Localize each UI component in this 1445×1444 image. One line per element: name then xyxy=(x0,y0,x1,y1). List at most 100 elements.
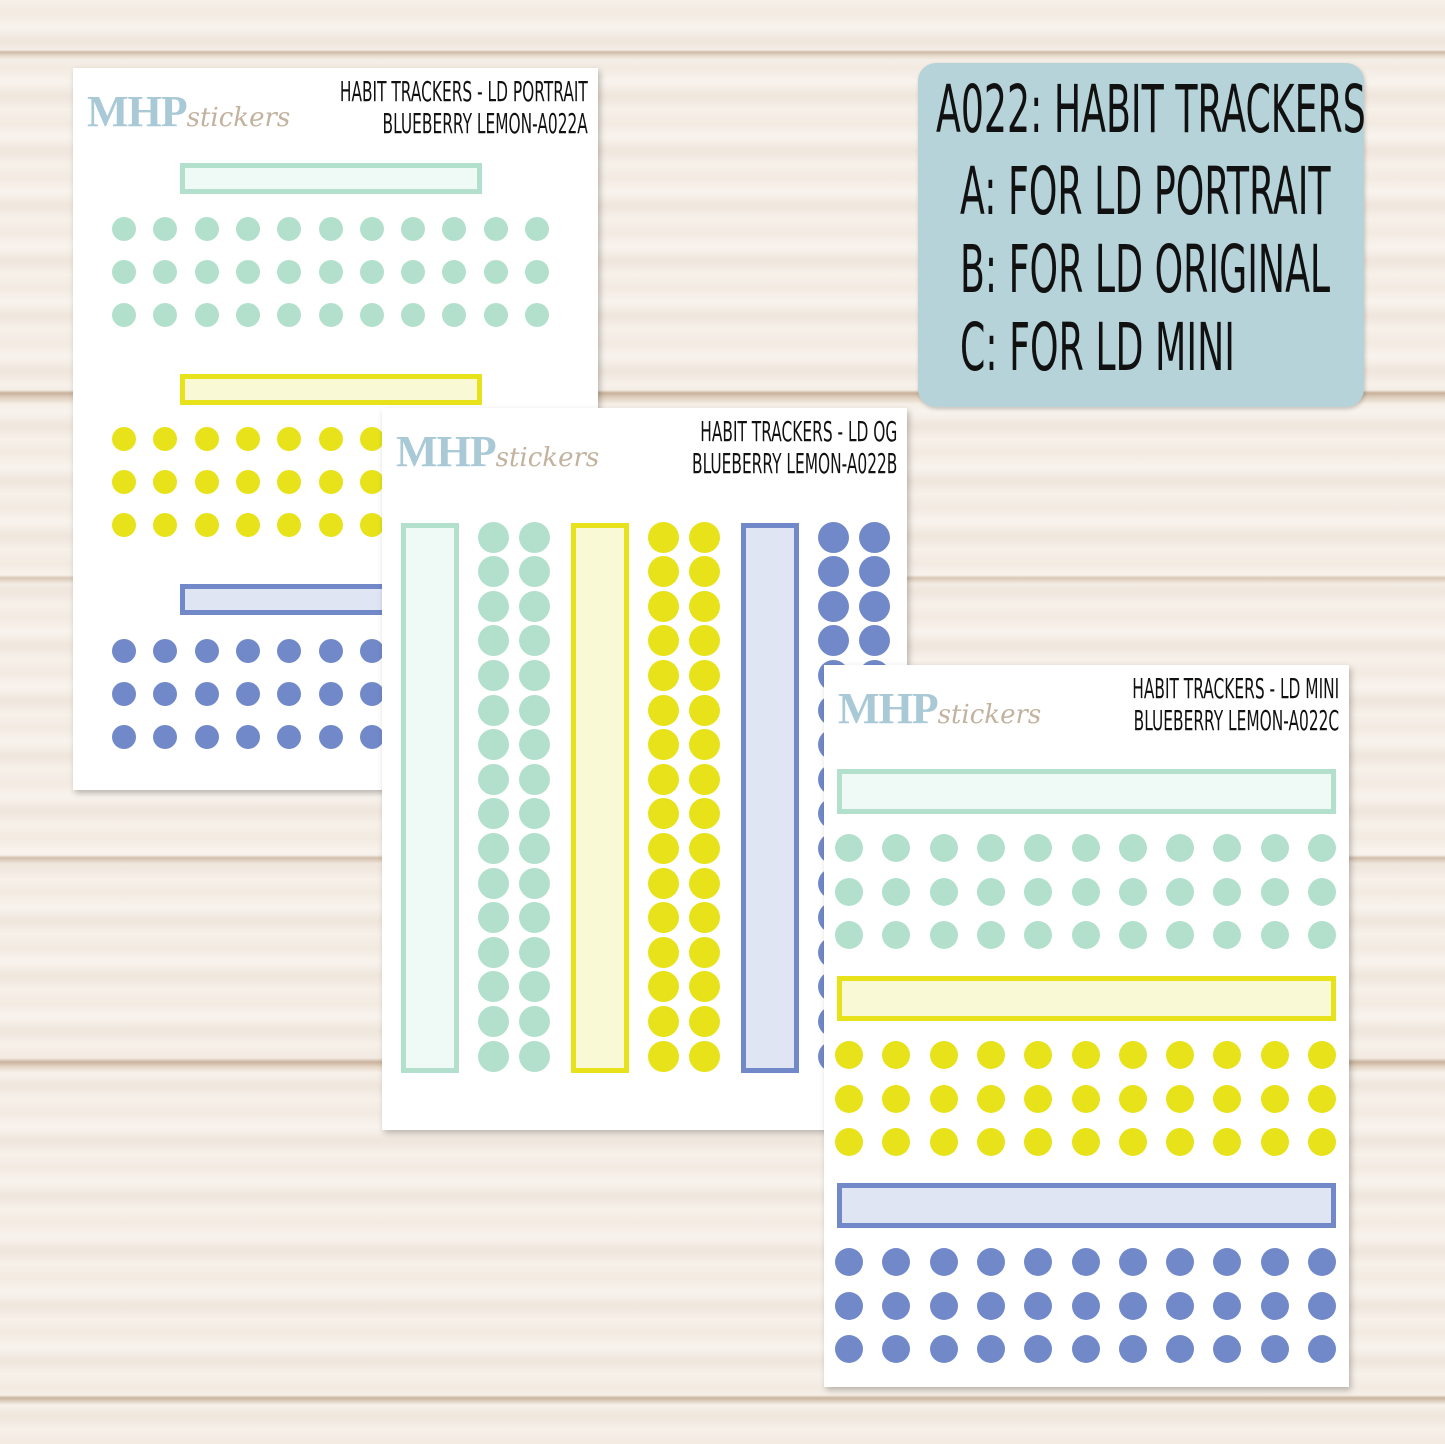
yellow-dot-sticker xyxy=(318,470,343,494)
blue-dot-sticker xyxy=(882,1291,911,1320)
yellow-dot-sticker xyxy=(1071,1041,1100,1069)
mint-dot-sticker xyxy=(518,867,550,899)
yellow-dot-sticker xyxy=(647,832,679,864)
yellow-dot-sticker xyxy=(647,867,679,899)
blue-dot-sticker xyxy=(277,725,302,749)
mint-dot-sticker xyxy=(518,625,550,657)
mint-dot-sticker xyxy=(401,260,426,284)
blue-dot-sticker xyxy=(1071,1335,1100,1363)
yellow-dot-sticker xyxy=(647,556,679,588)
mint-dot-sticker xyxy=(483,260,508,284)
mint-dot-sticker xyxy=(112,260,136,284)
yellow-dot-sticker xyxy=(688,867,720,899)
yellow-dot-sticker xyxy=(976,1041,1005,1069)
yellow-dot-sticker xyxy=(688,521,720,553)
blue-dot-sticker xyxy=(235,725,260,749)
yellow-dot-sticker xyxy=(647,763,679,795)
yellow-dot-sticker xyxy=(277,513,302,537)
mint-dot-sticker xyxy=(929,877,958,906)
sticker-sheet-a022b: MHPstickers HABIT TRACKERS - LD OG BLUEBE… xyxy=(382,408,907,1130)
blue-dot-sticker xyxy=(235,639,260,663)
yellow-dot-sticker xyxy=(688,590,720,622)
mint-dot-sticker xyxy=(477,556,509,588)
mint-dot-sticker xyxy=(1071,921,1100,949)
mint-dot-sticker xyxy=(153,260,178,284)
yellow-dot-sticker xyxy=(647,798,679,830)
blue-dot-sticker xyxy=(882,1335,911,1363)
mint-dot-sticker xyxy=(1118,834,1147,862)
yellow-tracker-bar xyxy=(571,523,629,1073)
blue-dot-sticker xyxy=(835,1335,863,1363)
mint-dot-sticker xyxy=(518,729,550,761)
mint-dot-sticker xyxy=(1260,877,1289,906)
blue-dot-sticker xyxy=(858,625,890,657)
yellow-dot-sticker xyxy=(929,1084,958,1113)
mint-dot-sticker xyxy=(882,834,911,862)
blue-tracker-bar xyxy=(741,523,799,1073)
sheet-title: HABIT TRACKERS - LD MINI xyxy=(1132,672,1339,705)
yellow-dot-sticker xyxy=(235,427,260,451)
mint-dot-sticker xyxy=(976,921,1005,949)
yellow-dot-sticker xyxy=(688,971,720,1003)
yellow-dot-sticker xyxy=(976,1084,1005,1113)
mint-dot-sticker xyxy=(153,217,178,241)
blue-dot-sticker xyxy=(858,521,890,553)
yellow-dot-sticker xyxy=(835,1041,863,1069)
yellow-tracker-bar xyxy=(837,976,1336,1021)
product-info-card: A022: HABIT TRACKERS A: FOR LD PORTRAIT … xyxy=(918,63,1366,407)
mint-dot-sticker xyxy=(835,921,863,949)
yellow-dot-sticker xyxy=(1166,1084,1195,1113)
yellow-dot-sticker xyxy=(1118,1041,1147,1069)
mint-dot-sticker xyxy=(1166,834,1195,862)
sheet-subtitle: BLUEBERRY LEMON-A022A xyxy=(382,107,588,140)
yellow-dot-sticker xyxy=(235,470,260,494)
blue-dot-sticker xyxy=(1308,1248,1336,1276)
mint-dot-sticker xyxy=(235,217,260,241)
blue-dot-sticker xyxy=(1024,1291,1053,1320)
mint-dot-sticker xyxy=(477,590,509,622)
yellow-dot-sticker xyxy=(1071,1084,1100,1113)
mint-dot-sticker xyxy=(477,1005,509,1037)
blue-dot-sticker xyxy=(858,590,890,622)
blue-dot-sticker xyxy=(858,556,890,588)
yellow-dot-sticker xyxy=(359,470,384,494)
mint-dot-sticker xyxy=(1071,877,1100,906)
yellow-dot-sticker xyxy=(277,470,302,494)
blue-dot-sticker xyxy=(1166,1291,1195,1320)
yellow-dot-sticker xyxy=(1260,1128,1289,1156)
logo-script: stickers xyxy=(937,700,1042,730)
mint-dot-sticker xyxy=(1213,921,1242,949)
info-line-b: B: FOR LD ORIGINAL xyxy=(960,231,1331,308)
mint-dot-sticker xyxy=(1071,834,1100,862)
sheet-header: HABIT TRACKERS - LD OG BLUEBERRY LEMON-A0… xyxy=(692,416,897,480)
blue-dot-sticker xyxy=(194,639,219,663)
blue-dot-sticker xyxy=(1071,1248,1100,1276)
mint-dot-sticker xyxy=(518,902,550,934)
blue-dot-sticker xyxy=(1260,1335,1289,1363)
sheet-header: HABIT TRACKERS - LD MINI BLUEBERRY LEMON-… xyxy=(1132,673,1339,737)
sheet-title: HABIT TRACKERS - LD PORTRAIT xyxy=(340,75,588,108)
blue-dot-sticker xyxy=(817,521,849,553)
yellow-dot-sticker xyxy=(1166,1041,1195,1069)
mhp-stickers-logo: MHPstickers xyxy=(87,86,290,137)
logo-text: MHP xyxy=(838,684,939,733)
blue-dot-sticker xyxy=(1024,1248,1053,1276)
blue-tracker-bar xyxy=(837,1183,1336,1228)
yellow-dot-sticker xyxy=(194,427,219,451)
blue-dot-sticker xyxy=(318,725,343,749)
mint-dot-sticker xyxy=(518,1005,550,1037)
yellow-dot-sticker xyxy=(882,1128,911,1156)
mint-dot-sticker xyxy=(477,832,509,864)
mint-dot-sticker xyxy=(401,303,426,327)
yellow-dot-sticker xyxy=(153,427,178,451)
mint-dot-sticker xyxy=(477,659,509,691)
mint-dot-sticker xyxy=(1308,921,1336,949)
mint-dot-sticker xyxy=(477,1040,509,1072)
blue-dot-sticker xyxy=(112,725,136,749)
mint-dot-sticker xyxy=(359,303,384,327)
mint-dot-sticker xyxy=(518,556,550,588)
mint-dot-sticker xyxy=(518,832,550,864)
yellow-dot-sticker xyxy=(235,513,260,537)
yellow-dot-sticker xyxy=(647,936,679,968)
yellow-dot-sticker xyxy=(688,798,720,830)
